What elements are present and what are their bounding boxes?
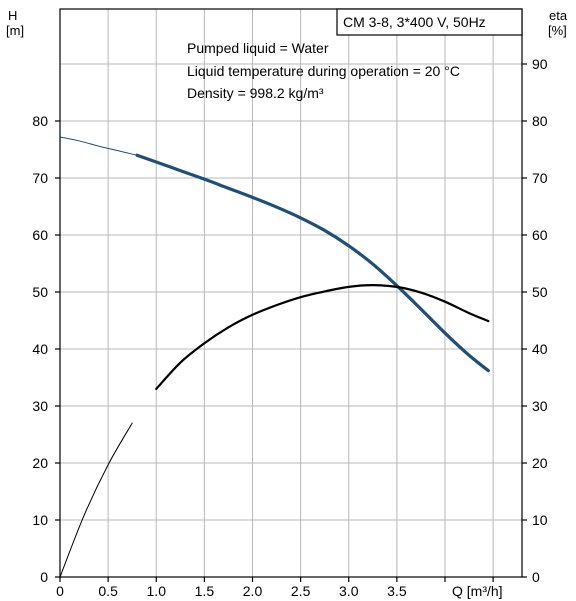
head-curve-thin	[59, 136, 138, 156]
head-curve	[135, 153, 490, 373]
right-axis-tick-label: 80	[532, 113, 548, 129]
right-axis-tick-label: 20	[532, 455, 548, 471]
right-axis-tick-label: 10	[532, 512, 548, 528]
left-axis-tick-label: 10	[32, 512, 48, 528]
x-axis-tick-label: 2.5	[291, 583, 311, 599]
x-axis-tick-label: 3.0	[339, 583, 359, 599]
left-axis-title-line1: H	[8, 8, 17, 23]
grid-lines	[60, 9, 522, 577]
info-line-pumped-liquid: Pumped liquid = Water	[187, 40, 329, 56]
right-axis-tick-label: 0	[532, 569, 540, 585]
series-layer	[59, 136, 490, 578]
legend-text: CM 3-8, 3*400 V, 50Hz	[343, 14, 486, 30]
left-axis-tick-label: 20	[32, 455, 48, 471]
info-line-density: Density = 998.2 kg/m³	[187, 85, 324, 101]
x-axis-tick-label: 1.0	[147, 583, 167, 599]
right-axis-ticks: 0 10 20 30 40 50 60 70 80 90	[522, 56, 548, 585]
left-axis-tick-label: 50	[32, 284, 48, 300]
left-axis-tick-label: 80	[32, 113, 48, 129]
efficiency-curve-thin	[59, 422, 133, 578]
x-axis-tick-label: 2.0	[243, 583, 263, 599]
plot-area	[59, 8, 523, 578]
left-axis-tick-label: 40	[32, 341, 48, 357]
right-axis-tick-label: 30	[532, 398, 548, 414]
x-axis-tick-label: 0	[56, 583, 64, 599]
right-axis-tick-label: 60	[532, 227, 548, 243]
x-axis-tick-label: 0.5	[98, 583, 118, 599]
right-axis-title-line1: eta	[549, 8, 568, 23]
right-axis-title-line2: [%]	[548, 23, 567, 38]
left-axis-tick-label: 30	[32, 398, 48, 414]
x-axis-ticks: 0 0.5 1.0 1.5 2.0 2.5 3.0 3.5	[56, 577, 494, 599]
info-line-liquid-temperature: Liquid temperature during operation = 20…	[187, 63, 460, 79]
efficiency-curve	[155, 284, 490, 390]
left-axis-tick-label: 60	[32, 227, 48, 243]
right-axis-tick-label: 50	[532, 284, 548, 300]
left-axis-tick-label: 70	[32, 170, 48, 186]
left-axis-ticks: 0 10 20 30 40 50 60 70 80	[32, 113, 60, 585]
right-axis-tick-label: 70	[532, 170, 548, 186]
right-axis-tick-label: 40	[532, 341, 548, 357]
right-axis-tick-label: 90	[532, 56, 548, 72]
left-axis-title-line2: [m]	[6, 23, 24, 38]
x-axis-title: Q [m³/h]	[452, 583, 503, 599]
left-axis-tick-label: 0	[40, 569, 48, 585]
legend-box	[336, 8, 523, 36]
x-axis-tick-label: 1.5	[195, 583, 215, 599]
x-axis-tick-label: 3.5	[387, 583, 407, 599]
